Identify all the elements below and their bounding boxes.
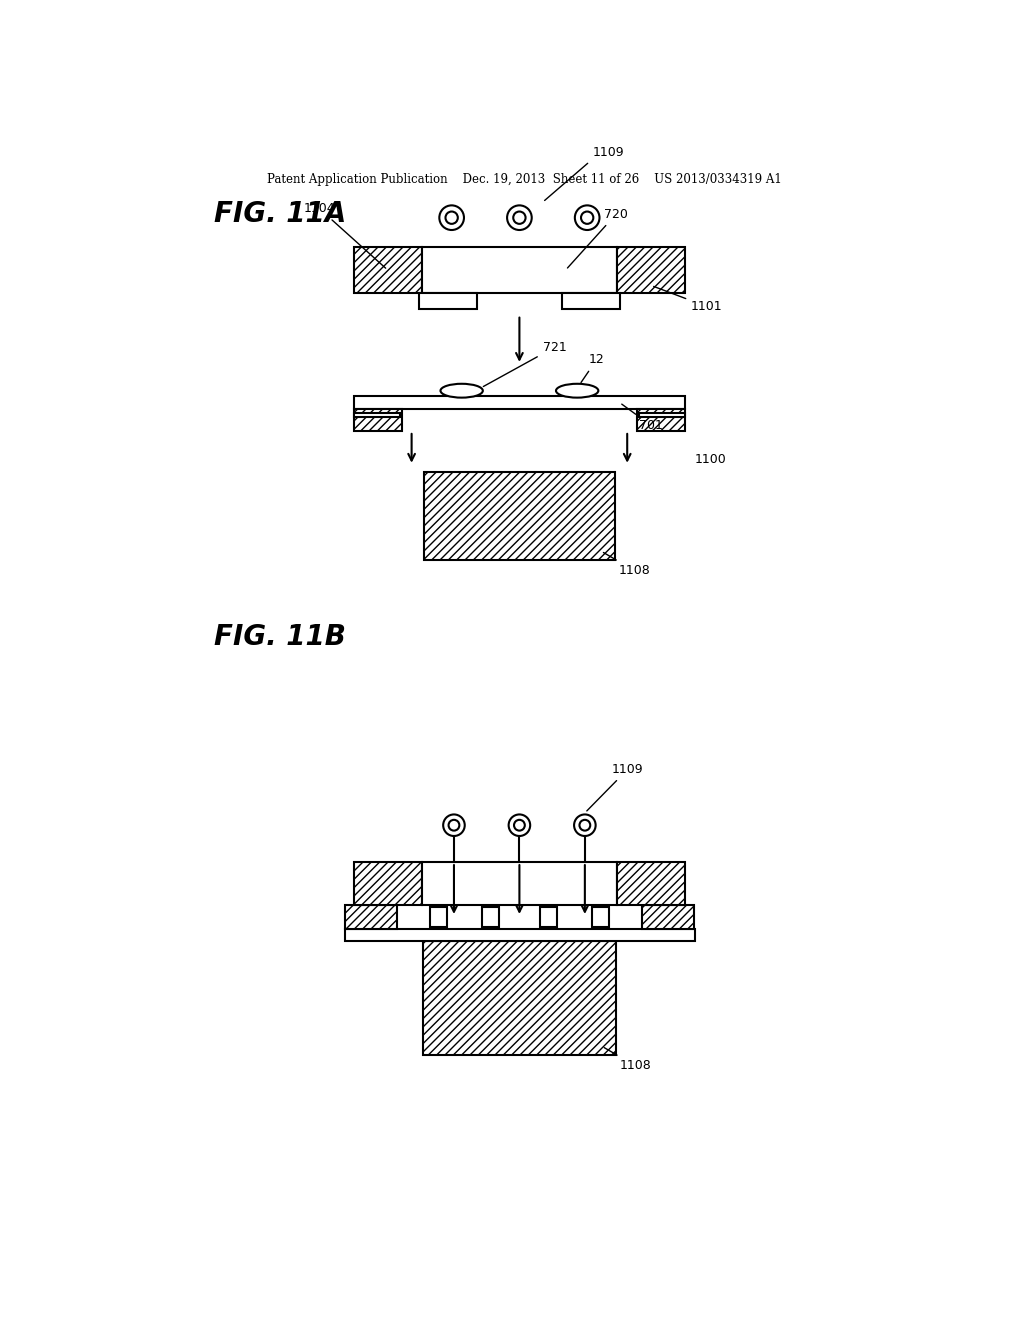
Text: 1104: 1104 — [304, 202, 386, 268]
Bar — [430, 907, 447, 927]
Bar — [422, 862, 617, 904]
Text: FIG. 11B: FIG. 11B — [214, 623, 345, 651]
Bar — [345, 904, 397, 929]
Text: FIG. 11A: FIG. 11A — [214, 199, 346, 228]
Bar — [354, 409, 401, 430]
Bar — [345, 929, 695, 941]
Bar — [422, 247, 617, 293]
Bar — [617, 247, 685, 293]
Bar — [424, 471, 614, 561]
Text: 12: 12 — [581, 354, 604, 383]
Ellipse shape — [440, 384, 483, 397]
Text: 721: 721 — [483, 341, 566, 387]
Bar — [481, 907, 499, 927]
Ellipse shape — [556, 384, 598, 397]
Bar — [637, 409, 685, 430]
Bar — [354, 862, 422, 904]
Bar — [354, 413, 400, 417]
Text: 1109: 1109 — [545, 147, 625, 201]
Text: 1108: 1108 — [603, 553, 650, 577]
Bar — [541, 907, 557, 927]
Bar — [419, 293, 477, 309]
Bar — [642, 904, 694, 929]
Text: 1100: 1100 — [694, 453, 726, 466]
Bar — [354, 247, 422, 293]
Bar — [562, 293, 620, 309]
Text: 701: 701 — [622, 404, 663, 432]
Text: 1108: 1108 — [604, 1048, 651, 1072]
Text: 720: 720 — [567, 207, 628, 268]
Bar — [617, 862, 685, 904]
Bar — [423, 941, 615, 1056]
Bar — [592, 907, 608, 927]
Text: Patent Application Publication    Dec. 19, 2013  Sheet 11 of 26    US 2013/03343: Patent Application Publication Dec. 19, … — [267, 173, 782, 186]
Text: 1101: 1101 — [653, 286, 723, 313]
Bar — [354, 396, 685, 409]
Text: 1109: 1109 — [587, 763, 643, 810]
Bar — [639, 413, 685, 417]
